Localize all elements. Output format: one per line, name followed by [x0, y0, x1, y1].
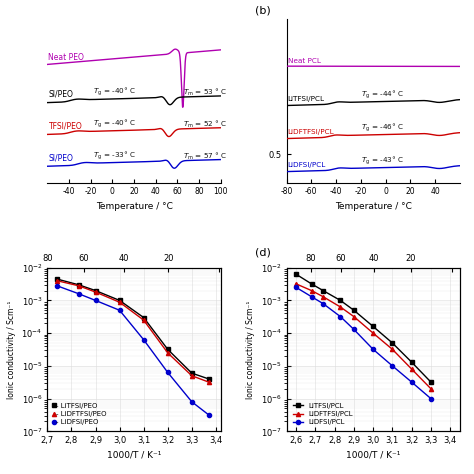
LiTFSI/PCL: [390, 340, 395, 346]
Text: $\it{T}_\mathrm{g}$ = -43° C: $\it{T}_\mathrm{g}$ = -43° C: [361, 155, 404, 167]
LiTFSI/PEO: [141, 315, 146, 320]
LiTFSI/PEO: [54, 276, 60, 282]
LiDFSI/PCL: [370, 346, 376, 352]
Text: $\it{T}_\mathrm{m}$ = 53 ° C: $\it{T}_\mathrm{m}$ = 53 ° C: [183, 87, 227, 98]
LiDFSI/PCL: [409, 379, 414, 385]
LiTFSI/PCL: [370, 324, 376, 329]
Y-axis label: Ionic conductivity / Scm⁻¹: Ionic conductivity / Scm⁻¹: [7, 301, 16, 399]
Line: LiDFTFSI/PCL: LiDFTFSI/PCL: [294, 282, 433, 391]
Text: TFSI/PEO: TFSI/PEO: [48, 122, 82, 131]
LiDFTFSI/PCL: [337, 304, 343, 310]
LiDFSI/PCL: [320, 301, 326, 307]
LiDFSI/PEO: [117, 308, 122, 313]
LiTFSI/PEO: [93, 288, 99, 293]
LiTFSI/PEO: [189, 370, 195, 376]
Text: $\it{T}_\mathrm{g}$ = -33° C: $\it{T}_\mathrm{g}$ = -33° C: [93, 149, 136, 162]
Text: $\it{T}_\mathrm{m}$ = 57 ° C: $\it{T}_\mathrm{m}$ = 57 ° C: [183, 150, 227, 162]
LiDFSI/PCL: [428, 396, 434, 401]
LiDFTFSI/PCL: [351, 314, 357, 319]
LiDFSI/PEO: [76, 291, 82, 297]
LiDFSI/PEO: [141, 337, 146, 343]
LiDFTFSI/PCL: [320, 294, 326, 300]
X-axis label: Temperature / °C: Temperature / °C: [96, 202, 173, 211]
Text: Neat PEO: Neat PEO: [48, 53, 84, 62]
X-axis label: Temperature / °C: Temperature / °C: [335, 202, 411, 211]
Legend: LiTFSI/PCL, LiDFTFSI/PCL, LiDFSI/PCL: LiTFSI/PCL, LiDFTFSI/PCL, LiDFSI/PCL: [290, 400, 356, 428]
X-axis label: 1000/T / K⁻¹: 1000/T / K⁻¹: [346, 451, 401, 460]
Text: (b): (b): [255, 6, 271, 16]
LiTFSI/PEO: [206, 376, 211, 382]
LiTFSI/PCL: [428, 379, 434, 385]
LiDFSI/PCL: [351, 327, 357, 332]
LiTFSI/PCL: [351, 308, 357, 313]
Text: $\it{T}_\mathrm{g}$ = -46° C: $\it{T}_\mathrm{g}$ = -46° C: [361, 122, 404, 134]
LiDFTFSI/PEO: [189, 373, 195, 379]
LiDFTFSI/PEO: [54, 278, 60, 283]
LiTFSI/PEO: [165, 346, 171, 352]
Line: LiDFSI/PCL: LiDFSI/PCL: [294, 285, 433, 401]
LiDFSI/PCL: [337, 314, 343, 319]
Legend: - LiTFSI/PEO, - LiDFTFSI/PEO, - LiDFSI/PEO: - LiTFSI/PEO, - LiDFTFSI/PEO, - LiDFSI/P…: [51, 400, 109, 428]
LiTFSI/PCL: [320, 288, 326, 293]
LiDFTFSI/PCL: [390, 346, 395, 352]
LiTFSI/PEO: [76, 282, 82, 288]
LiDFSI/PEO: [206, 412, 211, 418]
LiTFSI/PCL: [309, 281, 314, 287]
LiDFTFSI/PEO: [165, 350, 171, 356]
Text: SI/PEO: SI/PEO: [48, 90, 73, 99]
LiTFSI/PCL: [409, 359, 414, 365]
X-axis label: 1000/T / K⁻¹: 1000/T / K⁻¹: [107, 451, 161, 460]
LiDFSI/PEO: [54, 283, 60, 289]
LiDFTFSI/PCL: [428, 386, 434, 392]
Text: $\it{T}_\mathrm{m}$ = 52 ° C: $\it{T}_\mathrm{m}$ = 52 ° C: [183, 118, 227, 130]
LiDFTFSI/PCL: [309, 288, 314, 293]
LiDFTFSI/PEO: [93, 289, 99, 295]
Line: LiTFSI/PCL: LiTFSI/PCL: [294, 272, 433, 384]
Text: LiDFSI/PCL: LiDFSI/PCL: [288, 162, 326, 168]
LiDFTFSI/PCL: [293, 281, 299, 287]
Text: SI/PEO: SI/PEO: [48, 154, 73, 163]
LiTFSI/PCL: [337, 298, 343, 303]
LiDFSI/PEO: [189, 399, 195, 405]
LiDFSI/PCL: [293, 284, 299, 290]
LiDFTFSI/PEO: [206, 379, 211, 385]
Y-axis label: Ionic conductivity / Scm⁻¹: Ionic conductivity / Scm⁻¹: [246, 301, 255, 399]
LiDFTFSI/PEO: [117, 300, 122, 305]
Line: LiDFTFSI/PEO: LiDFTFSI/PEO: [55, 279, 211, 384]
Text: LiTFSI/PCL: LiTFSI/PCL: [288, 96, 325, 102]
LiDFSI/PEO: [165, 370, 171, 375]
Text: Neat PCL: Neat PCL: [288, 58, 320, 64]
LiTFSI/PCL: [293, 272, 299, 277]
Text: $\it{T}_\mathrm{g}$ = -40° C: $\it{T}_\mathrm{g}$ = -40° C: [93, 118, 136, 130]
Line: LiTFSI/PEO: LiTFSI/PEO: [55, 277, 211, 381]
LiDFTFSI/PCL: [409, 366, 414, 372]
LiDFTFSI/PEO: [76, 283, 82, 289]
LiDFTFSI/PEO: [141, 317, 146, 323]
LiDFSI/PCL: [390, 363, 395, 369]
LiDFSI/PEO: [93, 298, 99, 303]
Text: $\it{T}_\mathrm{g}$ = -40° C: $\it{T}_\mathrm{g}$ = -40° C: [93, 85, 136, 98]
LiDFTFSI/PCL: [370, 330, 376, 336]
Line: LiDFSI/PEO: LiDFSI/PEO: [55, 284, 211, 417]
Text: $\it{T}_\mathrm{g}$ = -44° C: $\it{T}_\mathrm{g}$ = -44° C: [361, 89, 404, 101]
Text: LiDFTFSI/PCL: LiDFTFSI/PCL: [288, 129, 334, 135]
LiTFSI/PEO: [117, 298, 122, 303]
LiDFSI/PCL: [309, 294, 314, 300]
Text: (d): (d): [255, 248, 271, 258]
